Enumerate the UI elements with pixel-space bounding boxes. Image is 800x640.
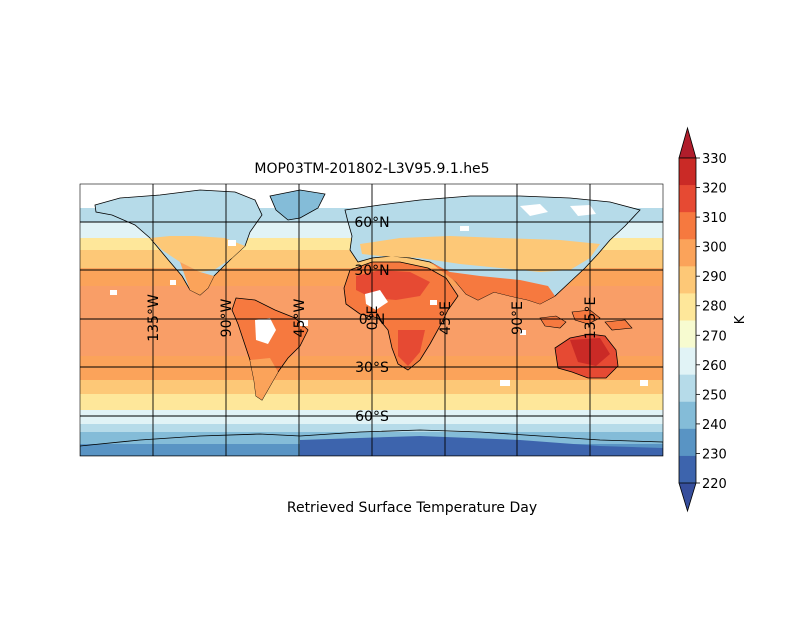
- colorbar-unit: K: [733, 315, 748, 324]
- colorbar-tick-label: 280: [702, 300, 727, 315]
- colorbar-tick-label: 250: [702, 388, 727, 403]
- colorbar-swatch: [679, 293, 696, 321]
- colorbar-swatch: [679, 239, 696, 267]
- colorbar-tick-label: 330: [702, 152, 727, 167]
- colorbar-swatch: [679, 212, 696, 240]
- colorbar-tick-label: 270: [702, 329, 727, 344]
- lon-label-90e: 90°E: [510, 301, 526, 335]
- colorbar-tick-label: 290: [702, 270, 727, 285]
- colorbar-tick-label: 240: [702, 418, 727, 433]
- lat-label-30s: 30°S: [355, 360, 389, 376]
- colorbar-swatch: [679, 320, 696, 349]
- missing-data: [110, 204, 648, 386]
- land-greenland: [269, 189, 326, 221]
- colorbar-swatch: [679, 401, 696, 430]
- land-antarctica: [80, 429, 663, 456]
- colorbar-swatch: [679, 347, 696, 376]
- colorbar-under-arrow: [678, 482, 697, 513]
- map-frame: [79, 183, 664, 457]
- map-title: MOP03TM-201802-L3V95.9.1.he5: [254, 161, 489, 177]
- lat-label-60n: 60°N: [354, 215, 389, 231]
- lat-label-30n: 30°N: [354, 263, 389, 279]
- lon-label-135e: 135°E: [583, 297, 599, 340]
- lat-label-0n: 0°N: [359, 312, 385, 328]
- colorbar-tick-label: 230: [702, 447, 727, 462]
- colorbar-swatch: [679, 266, 696, 294]
- map-caption: Retrieved Surface Temperature Day: [287, 500, 537, 516]
- lon-label-45e: 45°E: [438, 301, 454, 335]
- colorbar-tick-label: 220: [702, 477, 727, 492]
- lon-label-90w: 90°W: [219, 299, 235, 338]
- lon-labels: 135°W 90°W 45°W 0°E 45°E 90°E 135°E: [146, 294, 599, 342]
- colorbar-tick-label: 260: [702, 359, 727, 374]
- colorbar-swatch: [679, 158, 696, 186]
- lat-labels: 60°N 30°N 0°N 30°S 60°S: [354, 215, 389, 425]
- lon-label-0e: 0°E: [365, 306, 381, 331]
- colorbar-swatch: [679, 374, 696, 403]
- lon-label-45w: 45°W: [292, 299, 308, 338]
- colorbar-swatch: [679, 428, 696, 457]
- colorbar-swatch: [679, 455, 696, 484]
- colorbar-tick-label: 300: [702, 241, 727, 256]
- colorbar-tick-label: 310: [702, 211, 727, 226]
- colorbar-swatch: [679, 185, 696, 213]
- colorbar-tick-label: 320: [702, 182, 727, 197]
- graticule: [80, 184, 663, 456]
- lon-label-135w: 135°W: [146, 294, 162, 342]
- colorbar: 330 320 310 300 290 280 270 260 250 240 230 220: [678, 126, 727, 513]
- colorbar-over-arrow: [678, 126, 697, 159]
- lat-label-60s: 60°S: [355, 409, 389, 425]
- colorbar-frame: [678, 157, 697, 484]
